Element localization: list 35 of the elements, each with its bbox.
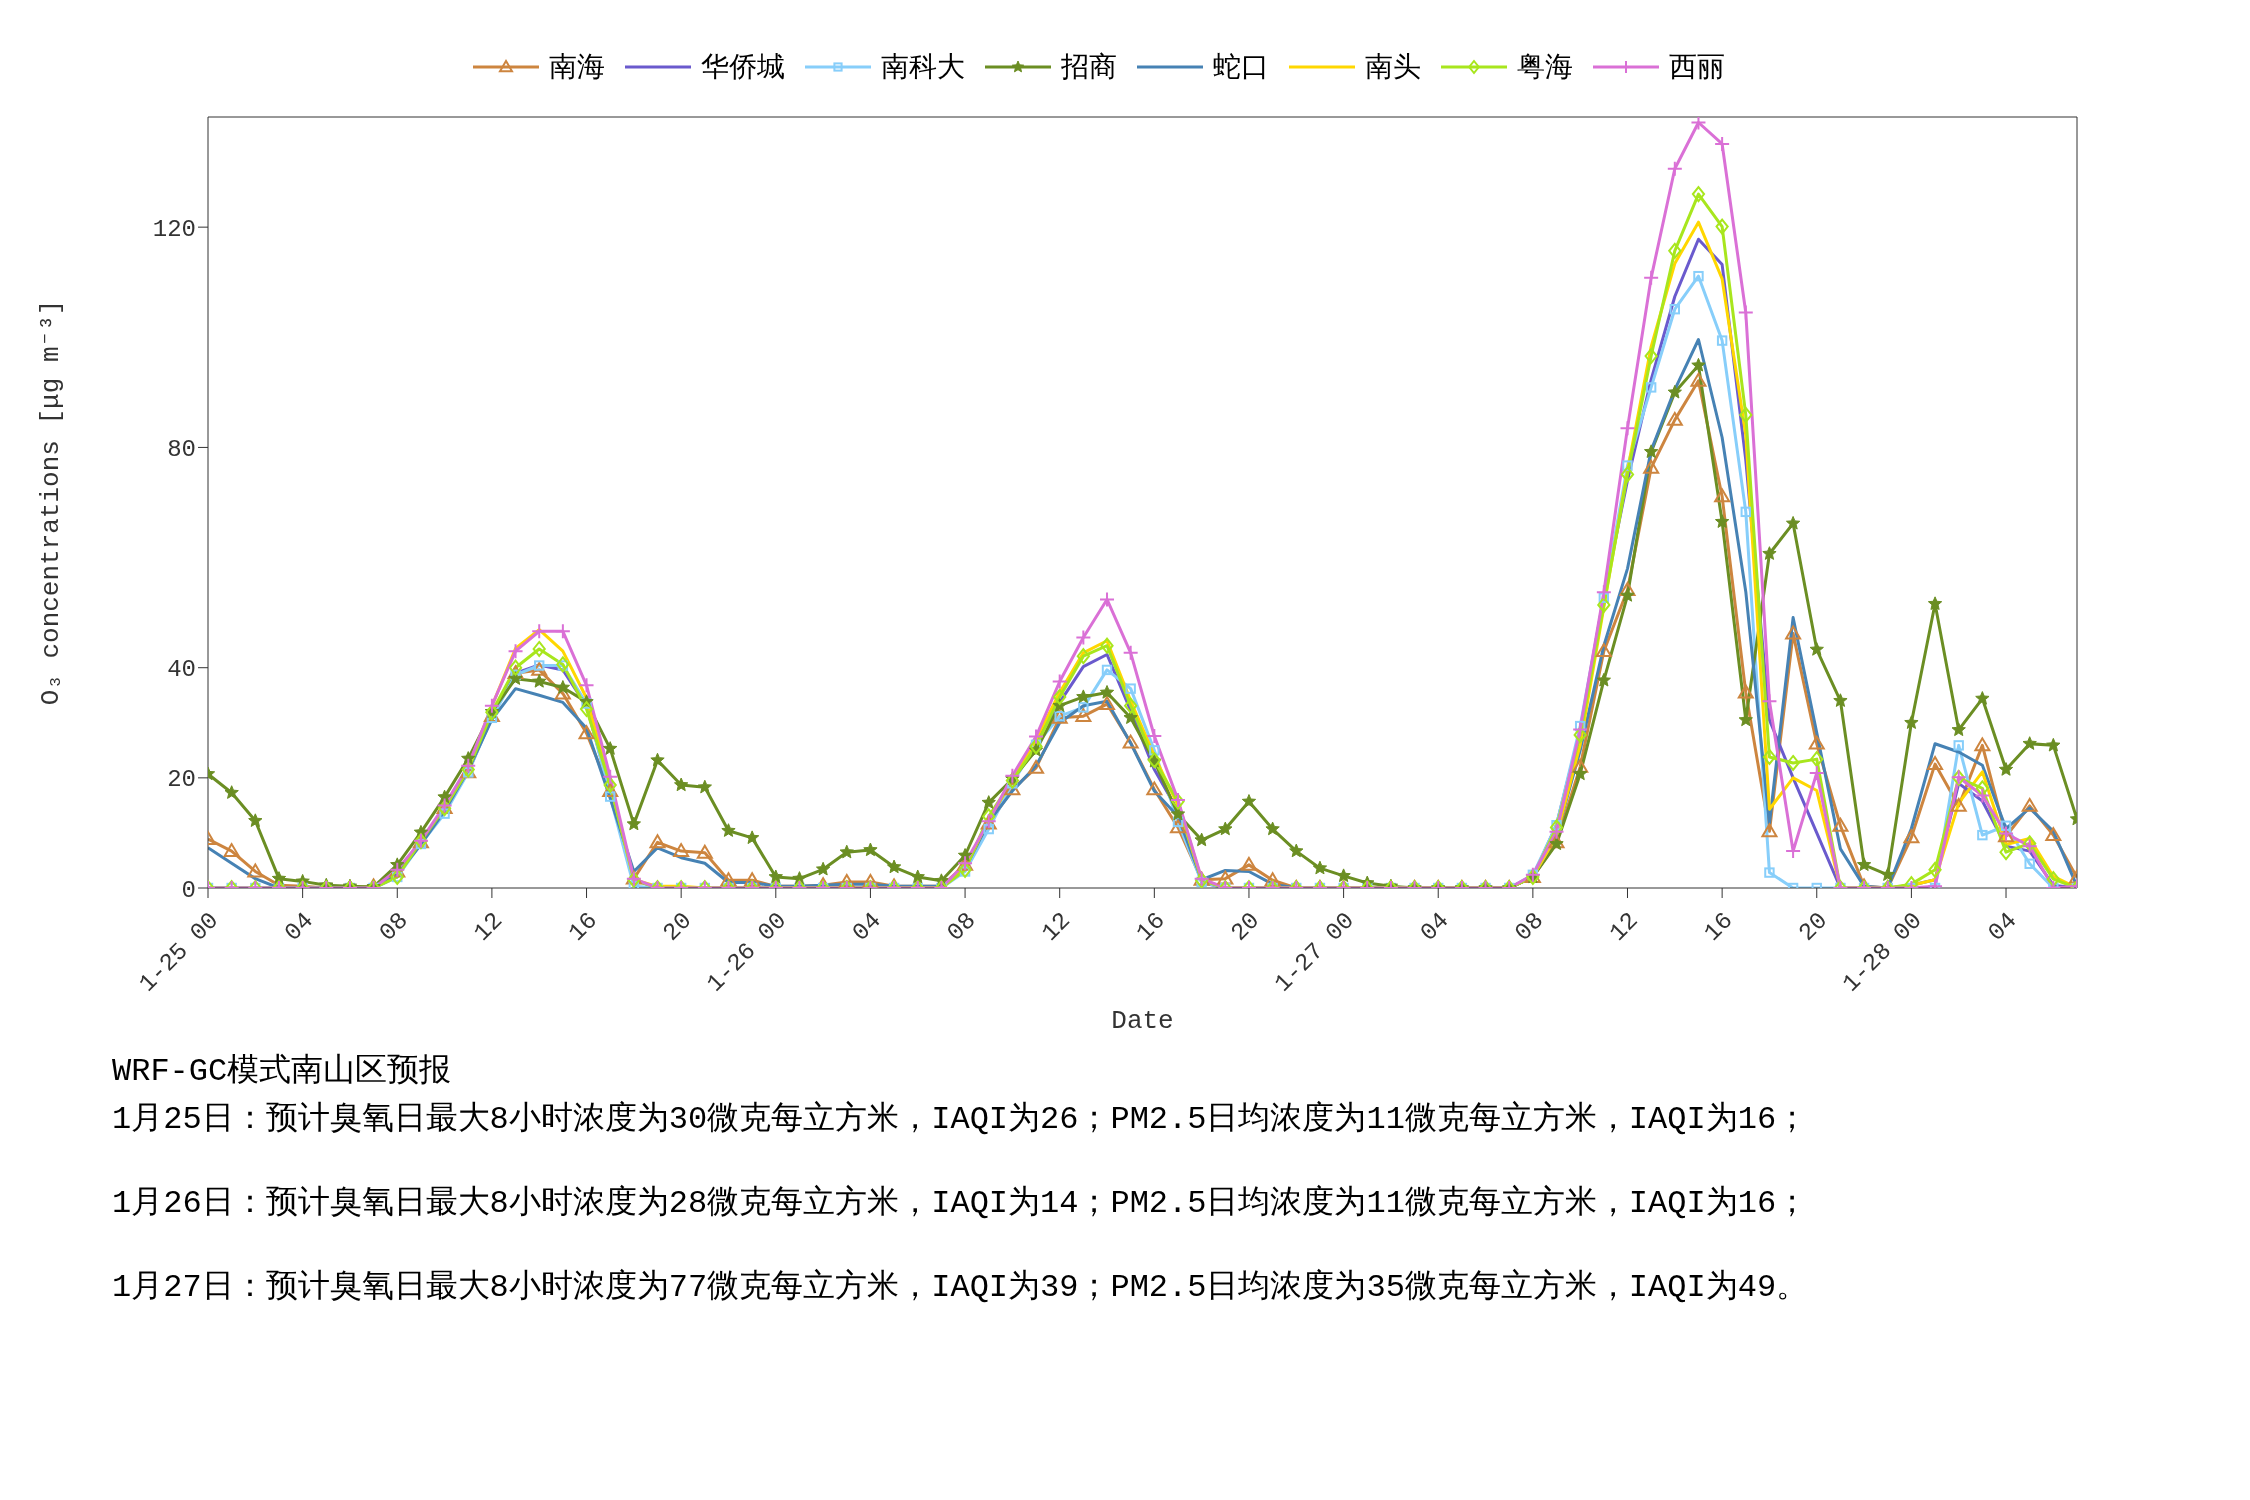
x-tick-label: 04 xyxy=(1982,907,2023,947)
y-tick-label: 40 xyxy=(167,656,196,684)
x-tick-label: 08 xyxy=(374,907,414,947)
x-tick-label: 08 xyxy=(1509,907,1550,947)
legend-label: 招商 xyxy=(1061,49,1117,85)
legend-label: 蛇口 xyxy=(1213,49,1269,85)
x-tick-label: 20 xyxy=(1793,907,1834,947)
legend-label: 南头 xyxy=(1365,49,1421,85)
x-tick-label: 04 xyxy=(847,907,887,947)
x-tick-label: 08 xyxy=(941,907,982,947)
legend-label: 南科大 xyxy=(881,49,965,85)
x-tick-label: 16 xyxy=(563,907,603,947)
x-tick-label: 20 xyxy=(1225,907,1266,947)
x-tick-label: 12 xyxy=(1036,907,1076,947)
text: WRF-GC模式南山区预报 xyxy=(112,1052,453,1092)
y-axis-title: O₃ concentrations [μg m⁻³] xyxy=(36,299,66,706)
y-tick-label: 0 xyxy=(181,876,196,904)
x-tick-label: 16 xyxy=(1698,907,1739,947)
x-axis-title: Date xyxy=(1111,1006,1174,1036)
y-tick-label: 80 xyxy=(167,435,196,463)
legend-label: 华侨城 xyxy=(701,49,785,85)
x-tick-label: 12 xyxy=(468,907,509,947)
text: 1月25日：预计臭氧日最大8小时浓度为30微克每立方米，IAQI为26；PM2.5日均浓度为11微克每立方米，IAQI为16； xyxy=(112,1100,1810,1140)
x-tick-label: 16 xyxy=(1131,907,1171,947)
legend-label: 南海 xyxy=(549,49,605,85)
y-tick-label: 120 xyxy=(152,215,196,243)
x-tick-label: 12 xyxy=(1604,907,1644,947)
y-tick-label: 20 xyxy=(167,766,196,794)
x-tick-label: 20 xyxy=(657,907,698,947)
x-tick-label: 04 xyxy=(1415,907,1455,947)
text: 1月26日：预计臭氧日最大8小时浓度为28微克每立方米，IAQI为14；PM2.5日均浓度为11微克每立方米，IAQI为16； xyxy=(112,1184,1810,1224)
legend-label: 西丽 xyxy=(1669,49,1725,85)
text: 1月27日：预计臭氧日最大8小时浓度为77微克每立方米，IAQI为39；PM2.5日均浓度为35微克每立方米，IAQI为49。 xyxy=(112,1268,1810,1308)
legend-label: 粤海 xyxy=(1517,49,1573,85)
x-tick-label: 04 xyxy=(279,907,319,947)
